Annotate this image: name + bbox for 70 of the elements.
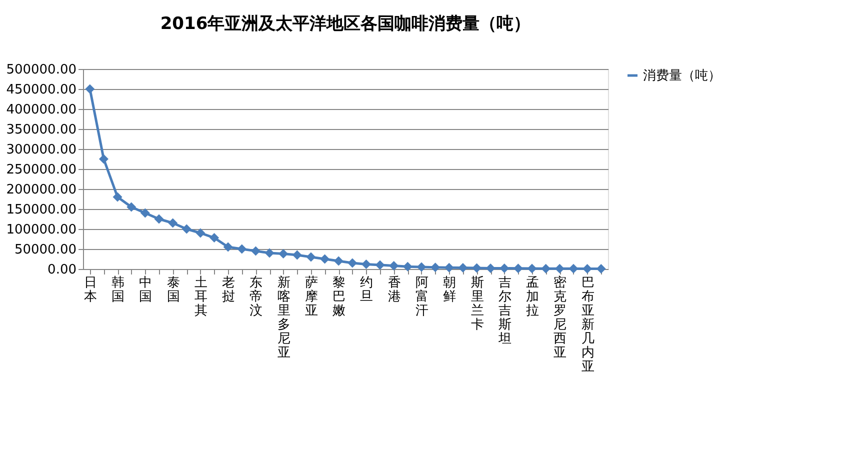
- y-tick-label: 200000.00: [6, 182, 76, 198]
- point: [513, 264, 523, 274]
- legend-label: 消费量（吨）: [643, 68, 721, 84]
- point: [458, 263, 468, 273]
- point: [402, 262, 412, 272]
- y-tick-label: 350000.00: [6, 122, 76, 138]
- x-tick-label: 阿富汗: [415, 276, 428, 318]
- point: [264, 248, 274, 258]
- y-tick-label: 150000.00: [6, 202, 76, 218]
- x-tick-label: 东帝汶: [250, 276, 263, 318]
- point: [527, 264, 537, 274]
- x-tick-label: 中国: [139, 276, 152, 304]
- x-tick-label: 萨摩亚: [304, 276, 318, 318]
- y-tick-label: 50000.00: [14, 242, 76, 258]
- chart-title: 2016年亚洲及太平洋地区各国咖啡消费量（吨）: [160, 14, 531, 34]
- y-tick-label: 450000.00: [6, 82, 76, 98]
- point: [361, 259, 371, 269]
- point: [554, 264, 564, 274]
- point: [126, 202, 136, 212]
- point: [348, 258, 358, 268]
- point: [541, 264, 551, 274]
- point: [500, 264, 510, 274]
- point: [444, 262, 454, 272]
- point: [389, 261, 399, 271]
- x-tick-label: 香港: [388, 276, 401, 304]
- x-tick-label: 泰国: [166, 276, 180, 304]
- point: [250, 246, 260, 256]
- point: [112, 192, 122, 202]
- x-tick-label: 老挝: [222, 276, 236, 304]
- x-tick-label: 斯里兰卡: [470, 276, 484, 332]
- point: [486, 263, 496, 273]
- point: [98, 154, 108, 164]
- point: [182, 224, 192, 234]
- point: [223, 242, 233, 252]
- point: [210, 233, 219, 243]
- y-tick-label: 500000.00: [6, 62, 76, 78]
- y-tick-label: 250000.00: [6, 162, 76, 178]
- point: [292, 250, 302, 260]
- point: [168, 218, 178, 228]
- point: [596, 264, 606, 274]
- x-tick-label: 密克罗尼西亚: [554, 276, 567, 360]
- point: [278, 249, 288, 259]
- point: [472, 263, 482, 273]
- point: [140, 208, 150, 218]
- x-tick-label: 韩国: [112, 276, 125, 304]
- x-tick-label: 约旦: [360, 276, 374, 304]
- x-tick-label: 吉尔吉斯坦: [497, 276, 512, 346]
- point: [416, 262, 426, 272]
- point: [320, 254, 330, 264]
- x-tick-label: 日本: [84, 276, 97, 304]
- point: [334, 256, 344, 266]
- x-tick-label: 巴布亚新几内亚: [581, 276, 594, 374]
- point: [85, 84, 95, 94]
- x-tick-label: 黎巴嫩: [332, 276, 346, 318]
- x-tick-label: 朝鲜: [443, 276, 456, 304]
- point: [154, 214, 164, 224]
- y-tick-label: 300000.00: [6, 142, 76, 158]
- point: [582, 264, 592, 274]
- point: [568, 264, 578, 274]
- point: [306, 252, 316, 262]
- y-tick-label: 0.00: [48, 262, 76, 278]
- x-tick-label: 新喀里多尼亚: [277, 276, 290, 360]
- x-tick-label: 土耳其: [194, 276, 208, 318]
- y-tick-label: 100000.00: [6, 222, 76, 238]
- x-tick-label: 孟加拉: [526, 276, 540, 318]
- point: [375, 260, 385, 270]
- point: [196, 228, 206, 238]
- y-tick-label: 400000.00: [6, 102, 76, 118]
- point: [430, 262, 440, 272]
- point: [237, 244, 247, 254]
